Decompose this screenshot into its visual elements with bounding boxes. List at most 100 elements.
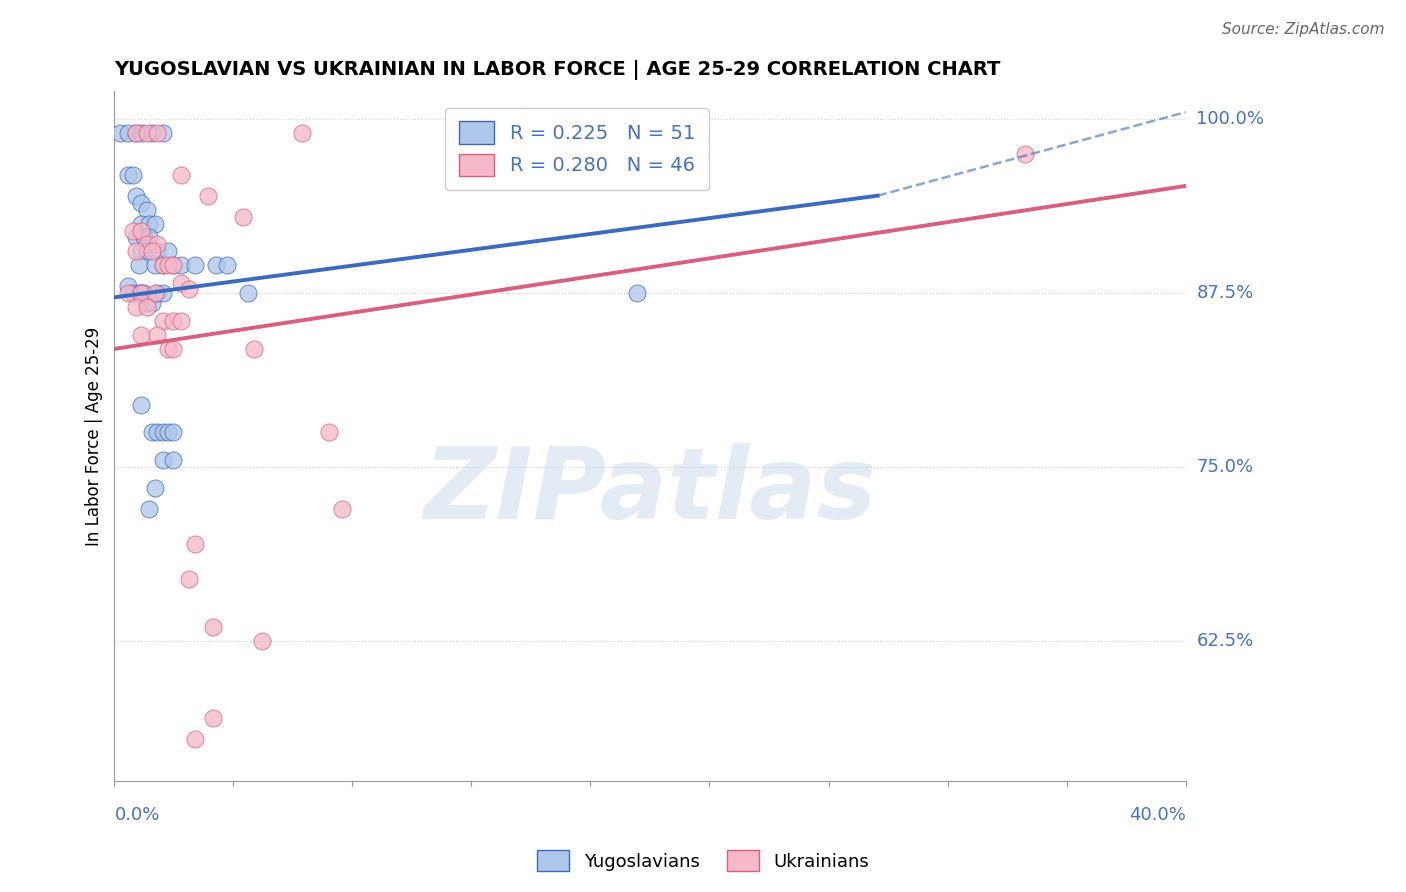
Point xyxy=(162,258,184,272)
Text: YUGOSLAVIAN VS UKRAINIAN IN LABOR FORCE | AGE 25-29 CORRELATION CHART: YUGOSLAVIAN VS UKRAINIAN IN LABOR FORCE … xyxy=(114,60,1001,79)
Point xyxy=(179,282,201,296)
Point xyxy=(122,223,145,237)
Point xyxy=(141,425,163,440)
Point xyxy=(202,620,225,634)
Point xyxy=(492,126,515,140)
Point xyxy=(202,711,225,725)
Point xyxy=(125,244,148,259)
Point xyxy=(117,279,139,293)
Point xyxy=(152,258,174,272)
Point xyxy=(197,188,219,202)
Point xyxy=(138,217,160,231)
Point xyxy=(125,188,148,202)
Point xyxy=(129,244,152,259)
Point xyxy=(238,286,260,301)
Point xyxy=(1014,147,1036,161)
Point xyxy=(128,258,150,272)
Point xyxy=(125,126,148,140)
Point xyxy=(129,398,152,412)
Point xyxy=(184,731,207,746)
Text: 75.0%: 75.0% xyxy=(1197,458,1253,476)
Point xyxy=(117,126,139,140)
Point xyxy=(162,425,184,440)
Point xyxy=(205,258,228,272)
Point xyxy=(330,502,353,516)
Point xyxy=(135,126,157,140)
Point xyxy=(141,296,163,310)
Point xyxy=(129,327,152,342)
Point xyxy=(128,286,150,301)
Text: 62.5%: 62.5% xyxy=(1197,632,1254,650)
Point xyxy=(170,258,193,272)
Point xyxy=(146,425,169,440)
Point xyxy=(156,244,179,259)
Point xyxy=(129,223,152,237)
Point xyxy=(152,425,174,440)
Point xyxy=(125,230,148,244)
Point xyxy=(152,286,174,301)
Point xyxy=(122,168,145,182)
Text: 40.0%: 40.0% xyxy=(1129,805,1185,823)
Point xyxy=(108,126,131,140)
Point xyxy=(152,126,174,140)
Text: Source: ZipAtlas.com: Source: ZipAtlas.com xyxy=(1222,22,1385,37)
Point xyxy=(129,217,152,231)
Point xyxy=(135,296,157,310)
Point xyxy=(179,572,201,586)
Point xyxy=(156,342,179,356)
Point xyxy=(143,258,166,272)
Text: 0.0%: 0.0% xyxy=(114,805,160,823)
Point xyxy=(132,230,155,244)
Point xyxy=(146,244,169,259)
Point xyxy=(162,258,184,272)
Point xyxy=(184,258,207,272)
Point xyxy=(138,230,160,244)
Point xyxy=(117,168,139,182)
Point xyxy=(129,286,152,301)
Point xyxy=(184,537,207,551)
Text: 87.5%: 87.5% xyxy=(1197,285,1254,302)
Point xyxy=(318,425,340,440)
Point xyxy=(152,258,174,272)
Point xyxy=(125,300,148,314)
Point xyxy=(125,126,148,140)
Point xyxy=(135,244,157,259)
Point xyxy=(146,126,169,140)
Point xyxy=(143,286,166,301)
Point xyxy=(135,300,157,314)
Point xyxy=(162,342,184,356)
Point xyxy=(232,210,254,224)
Point xyxy=(215,258,238,272)
Point xyxy=(162,453,184,467)
Point xyxy=(242,342,264,356)
Point xyxy=(152,314,174,328)
Point xyxy=(141,244,163,259)
Text: 100.0%: 100.0% xyxy=(1197,110,1264,128)
Point xyxy=(135,202,157,217)
Point xyxy=(129,126,152,140)
Point xyxy=(156,425,179,440)
Point xyxy=(146,286,169,301)
Point xyxy=(143,217,166,231)
Point xyxy=(553,126,575,140)
Point xyxy=(146,327,169,342)
Y-axis label: In Labor Force | Age 25-29: In Labor Force | Age 25-29 xyxy=(86,326,103,546)
Point xyxy=(152,453,174,467)
Point xyxy=(143,481,166,495)
Point xyxy=(146,237,169,252)
Point xyxy=(156,258,179,272)
Text: ZIPatlas: ZIPatlas xyxy=(423,442,876,540)
Point xyxy=(291,126,314,140)
Legend: Yugoslavians, Ukrainians: Yugoslavians, Ukrainians xyxy=(530,843,876,879)
Point xyxy=(170,277,193,291)
Point xyxy=(141,126,163,140)
Point xyxy=(170,168,193,182)
Point xyxy=(117,286,139,301)
Point xyxy=(451,126,474,140)
Point xyxy=(170,314,193,328)
Point xyxy=(132,286,155,301)
Point xyxy=(129,195,152,210)
Point xyxy=(129,286,152,301)
Point xyxy=(526,126,548,140)
Point xyxy=(162,314,184,328)
